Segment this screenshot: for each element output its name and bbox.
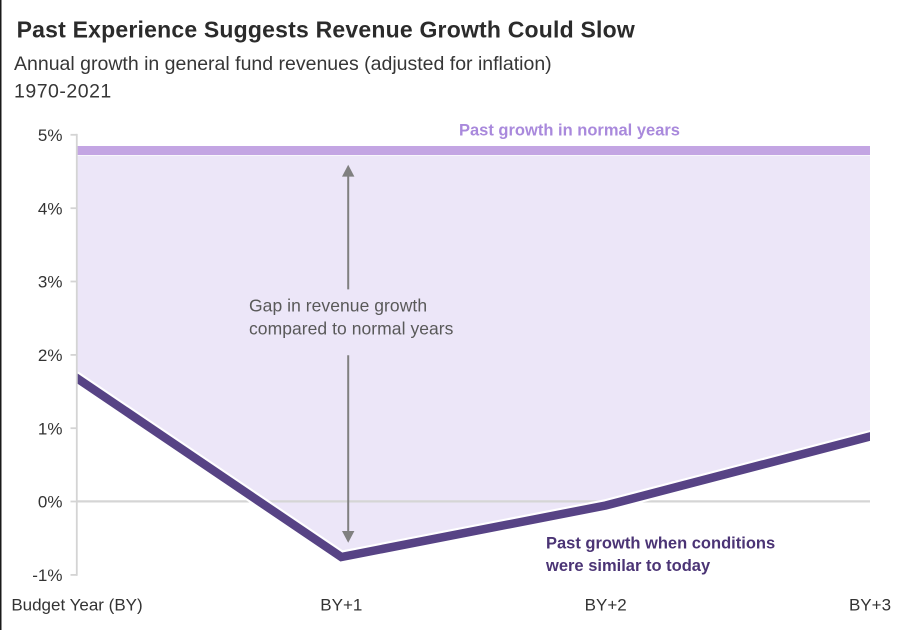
svg-text:Gap in revenue growth: Gap in revenue growth (249, 296, 427, 316)
svg-text:BY+2: BY+2 (585, 596, 627, 615)
svg-text:Budget Year (BY): Budget Year (BY) (11, 596, 142, 615)
svg-text:2%: 2% (38, 346, 63, 365)
svg-text:-1%: -1% (32, 566, 62, 585)
svg-text:1%: 1% (38, 419, 63, 438)
svg-text:compared to normal years: compared to normal years (249, 318, 454, 338)
svg-text:1970-2021: 1970-2021 (14, 81, 112, 103)
svg-text:5%: 5% (38, 126, 63, 145)
svg-text:were similar to today: were similar to today (545, 557, 711, 575)
svg-text:BY+1: BY+1 (320, 596, 362, 615)
svg-text:3%: 3% (38, 273, 63, 292)
svg-text:4%: 4% (38, 199, 63, 218)
svg-text:Past Experience Suggests Reven: Past Experience Suggests Revenue Growth … (17, 17, 635, 43)
svg-text:Annual growth in general fund: Annual growth in general fund revenues (… (14, 53, 552, 75)
svg-text:0%: 0% (38, 493, 63, 512)
svg-text:BY+3: BY+3 (849, 596, 891, 615)
svg-text:Past growth when conditions: Past growth when conditions (546, 535, 775, 553)
svg-text:Past growth in normal years: Past growth in normal years (459, 121, 680, 139)
